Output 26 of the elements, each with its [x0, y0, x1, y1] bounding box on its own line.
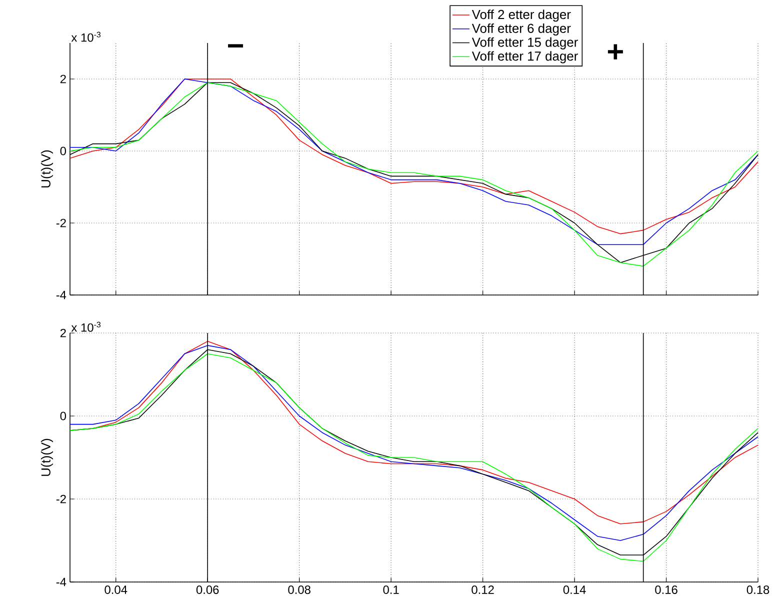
y-tick-label: -2 [56, 494, 66, 504]
x-tick-label: 0.18 [746, 586, 770, 594]
x-tick-label: 0.04 [104, 586, 128, 594]
legend-label: Voff etter 17 dager [472, 51, 578, 64]
x-tick-label: 0.12 [472, 586, 494, 594]
legend-label: Voff 2 etter dager [472, 10, 571, 22]
y-tick-label: 0 [60, 146, 66, 156]
ref-line-label: − [228, 44, 244, 48]
y-tick-label: 0 [60, 412, 66, 420]
y-tick-label: -4 [56, 290, 66, 300]
legend-label: Voff etter 15 dager [472, 37, 578, 50]
x-tick-label: 0.1 [383, 586, 399, 594]
text: x 10$^{-3}$ [71, 322, 101, 332]
y-tick-label: -4 [56, 578, 66, 586]
text: x 10$^{-3}$ [71, 32, 101, 42]
legend-label: Voff etter 6 dager [472, 23, 571, 36]
y-tick-label: 2 [60, 328, 66, 338]
y-axis-title: U(t)(V) [40, 150, 54, 188]
y-axis-title: U(t)(V) [40, 438, 54, 476]
x-tick-label: 0.08 [288, 586, 310, 594]
x-tick-label: 0.16 [655, 586, 678, 594]
x-tick-label: 0.06 [196, 586, 219, 594]
y-tick-label: 2 [60, 74, 66, 84]
y-tick-label: -2 [56, 218, 66, 228]
ref-line-label: + [608, 44, 623, 60]
x-tick-label: 0.14 [563, 586, 586, 594]
